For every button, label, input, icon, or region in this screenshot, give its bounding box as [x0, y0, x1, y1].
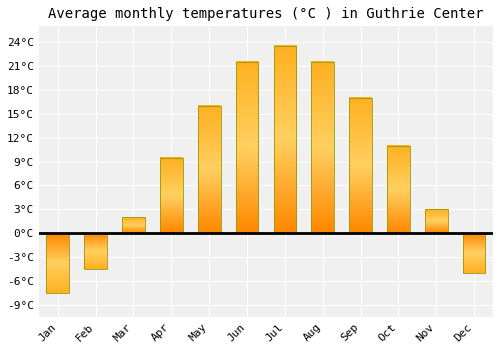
Bar [160, 158, 182, 233]
Bar [312, 62, 334, 233]
Bar [122, 217, 145, 233]
Bar [463, 233, 485, 273]
Bar [425, 209, 448, 233]
Bar [274, 46, 296, 233]
Bar [198, 106, 220, 233]
Bar [387, 146, 410, 233]
Title: Average monthly temperatures (°C ) in Guthrie Center: Average monthly temperatures (°C ) in Gu… [48, 7, 484, 21]
Bar [349, 98, 372, 233]
Bar [84, 233, 107, 269]
Bar [236, 62, 258, 233]
Bar [46, 233, 69, 293]
